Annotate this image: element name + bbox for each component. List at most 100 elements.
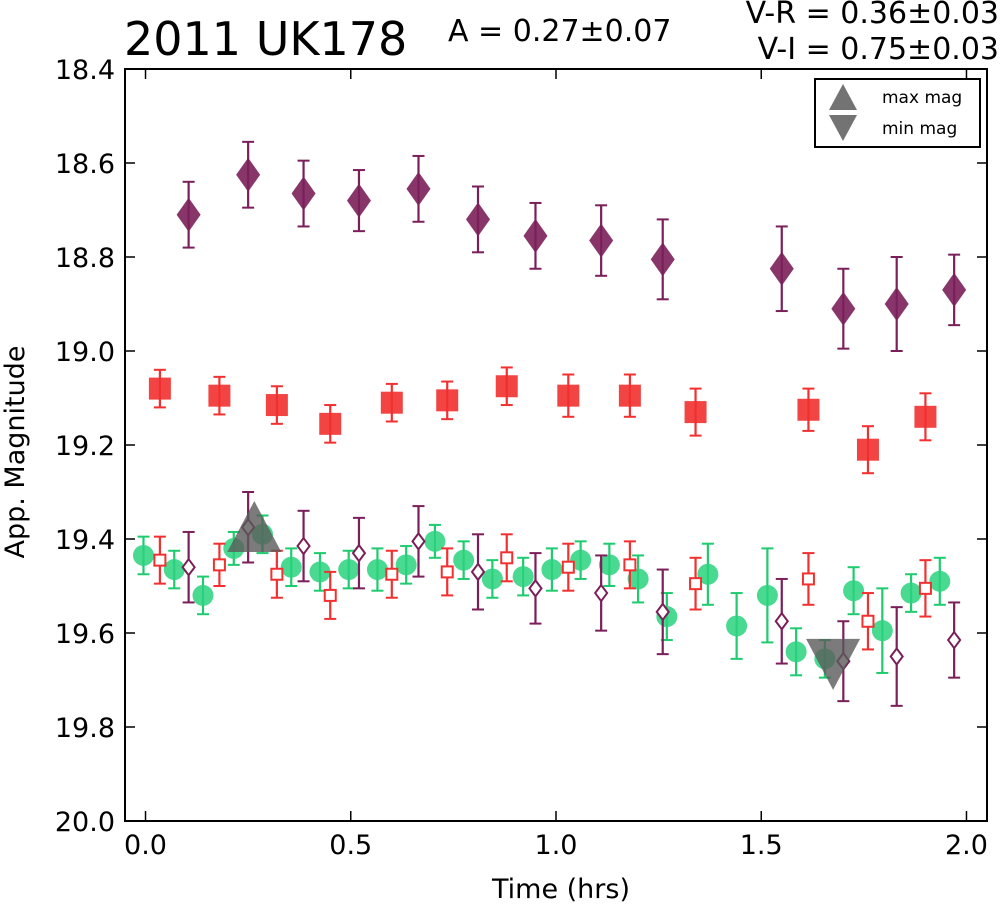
- purple-filled-diamond-point: [589, 223, 614, 258]
- red-open-square-point: [153, 553, 167, 567]
- red-open-square-point: [212, 558, 226, 572]
- green-circle-point: [192, 584, 214, 606]
- purple-filled-diamond-point: [831, 291, 856, 326]
- purple-open-diamond-point: [774, 611, 790, 631]
- red-filled-square-point: [380, 391, 403, 414]
- green-circle-point: [756, 584, 778, 606]
- green-circle-point: [843, 580, 865, 602]
- object-title: 2011 UK178: [124, 12, 408, 66]
- green-circle-point: [726, 615, 748, 637]
- purple-open-diamond-point: [889, 646, 904, 667]
- purple-filled-diamond-point: [406, 171, 431, 206]
- red-filled-square-point: [319, 412, 342, 435]
- green-circle-point: [280, 556, 302, 578]
- green-circle-point: [453, 549, 475, 571]
- red-filled-square-point: [436, 389, 459, 412]
- v-r-color-label: V-R = 0.36±0.03: [745, 0, 999, 31]
- x-tick-label: 0.0: [124, 830, 167, 861]
- y-tick-label: 19.8: [55, 713, 115, 744]
- red-open-square-point: [385, 567, 399, 581]
- red-filled-square-point: [495, 375, 518, 398]
- purple-filled-diamond-point: [942, 272, 967, 307]
- green-circle-point: [481, 568, 503, 590]
- red-open-square-point: [801, 572, 815, 586]
- green-circle-point: [697, 563, 719, 585]
- red-open-square-point: [323, 588, 337, 602]
- y-tick-label: 19.4: [55, 525, 115, 556]
- legend-min-mag-label: min mag: [882, 119, 957, 139]
- purple-filled-diamond-point: [523, 218, 548, 253]
- green-circle-point: [541, 559, 563, 581]
- y-tick-label: 18.6: [55, 149, 115, 180]
- y-tick-label: 18.4: [55, 55, 115, 86]
- purple-filled-diamond-point: [466, 202, 491, 237]
- y-tick-label: 19.6: [55, 619, 115, 650]
- y-tick-label: 18.8: [55, 243, 115, 274]
- red-filled-square-point: [265, 394, 288, 417]
- green-circle-point: [570, 549, 592, 571]
- legend-max-mag-label: max mag: [882, 88, 962, 108]
- purple-filled-diamond-point: [236, 157, 261, 192]
- x-tick-label: 1.5: [740, 830, 783, 861]
- green-circle-point: [512, 566, 534, 588]
- red-open-square-point: [861, 614, 875, 628]
- red-open-square-point: [623, 558, 637, 572]
- red-open-square-point: [270, 567, 284, 581]
- data-layer: [132, 140, 967, 707]
- purple-open-diamond-point: [946, 630, 962, 650]
- tick-layer: 0.0 0.5 1.0 1.5 2.0 18.4 18.6 18.8 19.0 19.2 19.4 1…: [55, 55, 988, 861]
- purple-filled-diamond-point: [291, 176, 316, 211]
- green-circle-point: [785, 641, 807, 663]
- green-circle-point: [871, 620, 893, 642]
- x-tick-label: 0.5: [329, 830, 372, 861]
- red-filled-square-point: [557, 384, 580, 407]
- v-i-color-label: V-I = 0.75±0.03: [757, 32, 999, 67]
- red-open-square-point: [689, 577, 703, 591]
- red-filled-square-point: [797, 398, 820, 421]
- purple-open-diamond-point: [351, 543, 367, 563]
- purple-open-diamond-point: [296, 536, 311, 556]
- legend-max-mag-marker: [829, 84, 857, 110]
- green-circle-point: [598, 554, 620, 576]
- legend: max mag min mag: [814, 78, 981, 148]
- min-mag-triangle: [806, 638, 861, 690]
- red-filled-square-point: [684, 401, 707, 424]
- purple-open-diamond-point: [470, 562, 486, 582]
- red-open-square-point: [440, 565, 454, 579]
- y-tick-label: 19.0: [55, 337, 115, 368]
- green-circle-point: [132, 544, 154, 566]
- purple-filled-diamond-point: [884, 287, 909, 321]
- green-circle-point: [395, 554, 417, 576]
- green-circle-point: [309, 561, 331, 583]
- red-open-square-point: [500, 551, 514, 565]
- legend-min-mag-marker: [829, 115, 857, 141]
- red-filled-square-point: [148, 377, 171, 400]
- green-circle-point: [424, 530, 446, 552]
- purple-open-diamond-point: [181, 557, 196, 577]
- red-filled-square-point: [856, 438, 879, 461]
- purple-open-diamond-point: [655, 602, 670, 622]
- purple-filled-diamond-point: [346, 183, 371, 218]
- x-tick-label: 1.0: [535, 830, 578, 861]
- red-filled-square-point: [208, 384, 231, 407]
- amplitude-label: A = 0.27±0.07: [448, 14, 672, 49]
- purple-open-diamond-point: [593, 583, 609, 603]
- red-filled-square-point: [914, 405, 937, 428]
- y-tick-label: 20.0: [55, 807, 115, 838]
- red-open-square-point: [561, 560, 575, 574]
- x-axis-label: Time (hrs): [491, 874, 630, 904]
- max-mag-triangle: [227, 500, 282, 552]
- green-circle-point: [366, 559, 388, 581]
- green-circle-point: [900, 582, 922, 604]
- green-circle-point: [627, 568, 649, 590]
- purple-filled-diamond-point: [769, 251, 794, 286]
- red-filled-square-point: [618, 384, 641, 407]
- red-open-square-point: [918, 581, 932, 595]
- green-circle-point: [338, 559, 360, 581]
- purple-open-diamond-point: [528, 578, 543, 599]
- purple-open-diamond-point: [411, 531, 426, 552]
- y-axis-label: App. Magnitude: [0, 346, 31, 559]
- green-circle-point: [163, 559, 185, 581]
- plot-frame: [124, 68, 988, 822]
